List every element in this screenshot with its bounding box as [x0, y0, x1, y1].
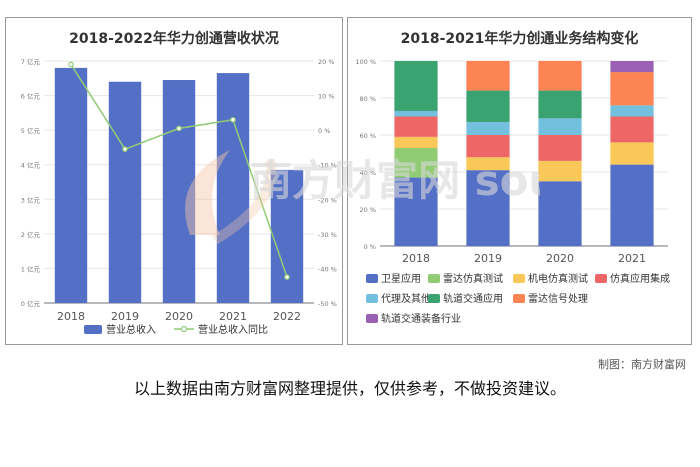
legend-swatch [366, 294, 378, 303]
y-tick-label: 3 亿元 [21, 195, 41, 204]
legend-swatch [366, 274, 378, 283]
legend-label: 轨道交通装备行业 [381, 312, 461, 325]
x-tick-label: 2018 [57, 310, 85, 323]
segment-2021-7 [610, 61, 654, 73]
bar-2021 [216, 73, 250, 303]
x-tick-label: 2022 [273, 310, 301, 323]
x-tick-label: 2018 [402, 252, 430, 265]
y2-tick-label: 0 % [318, 127, 330, 135]
x-tick-label: 2021 [618, 252, 646, 265]
y2-tick-label: -30 % [318, 231, 337, 239]
y-tick-label: 7 亿元 [21, 57, 41, 66]
structure-chart-panel: 2018-2021年华力创通业务结构变化 0 % 20 % 40 % 60 % 80 %… [347, 17, 692, 345]
segment-2021-3 [610, 116, 654, 143]
segment-2019-6 [466, 61, 510, 91]
segment-2019-3 [466, 135, 510, 158]
segment-2018-0 [394, 177, 438, 246]
bar-2020 [162, 80, 196, 303]
y2-tick-label: -40 % [318, 265, 337, 273]
yoy-point-2018 [68, 61, 74, 68]
y-tick-label: 0 亿元 [21, 299, 41, 308]
segment-2018-4 [394, 110, 438, 117]
revenue-chart-title: 2018-2022年华力创通营收状况 [69, 31, 279, 47]
y-tick-label: 2 亿元 [21, 230, 41, 239]
segment-2019-4 [466, 122, 510, 135]
yoy-point-2022 [284, 274, 290, 280]
segment-2019-0 [466, 170, 510, 246]
legend-label: 卫星应用 [381, 272, 421, 285]
legend-line-label: 营业总收入同比 [198, 323, 268, 336]
legend-line-marker [180, 325, 188, 333]
segment-2019-5 [466, 90, 510, 123]
legend-label: 轨道交通应用 [443, 292, 503, 305]
segment-2020-4 [538, 118, 582, 135]
legend-label: 代理及其他 [381, 292, 431, 305]
y2-tick-label: -50 % [318, 300, 337, 308]
bar-2018 [54, 67, 88, 303]
legend-bar-swatch [84, 325, 102, 334]
segment-2021-6 [610, 72, 654, 106]
y2-tick-label: -10 % [318, 162, 337, 170]
bar-2022 [270, 169, 304, 303]
bar-2019 [108, 81, 142, 303]
y2-tick-label: 10 % [318, 93, 335, 101]
structure-chart-title: 2018-2021年华力创通业务结构变化 [400, 31, 639, 47]
structure-chart: 0 % 20 % 40 % 60 % 80 % 100 % 2018 2019 2020 2021… [355, 58, 670, 325]
y-tick-label: 1 亿元 [21, 264, 41, 273]
legend-label: 机电仿真测试 [528, 272, 588, 285]
legend-label: 仿真应用集成 [610, 272, 670, 285]
y-tick-label: 5 亿元 [21, 126, 41, 135]
y2-tick-label: -20 % [318, 196, 337, 204]
legend-bar-label: 营业总收入 [106, 323, 156, 336]
segment-2018-2 [394, 136, 438, 148]
legend-label: 雷达仿真测试 [443, 272, 503, 285]
y2-tick-label: 20 % [318, 58, 335, 66]
x-tick-label: 2021 [219, 310, 247, 323]
legend-swatch [366, 314, 378, 323]
x-tick-label: 2020 [165, 310, 193, 323]
legend-swatch [513, 274, 525, 283]
legend-swatch [595, 274, 607, 283]
segment-2020-5 [538, 90, 582, 119]
segment-2020-0 [538, 181, 582, 246]
disclaimer-text: 以上数据由南方财富网整理提供，仅供参考，不做投资建议。 [133, 379, 566, 398]
x-tick-label: 2019 [474, 252, 502, 265]
segment-2020-6 [538, 61, 582, 91]
segment-2021-2 [610, 142, 654, 165]
yoy-point-2021 [230, 116, 236, 123]
y-tick-label: 40 % [359, 169, 376, 177]
yoy-point-2019 [122, 146, 128, 152]
legend-label: 雷达信号处理 [528, 293, 588, 305]
legend-swatch [428, 274, 440, 283]
yoy-point-2020 [176, 125, 182, 132]
segment-2019-2 [466, 157, 510, 171]
legend-swatch [513, 294, 525, 303]
revenue-chart-panel: 2018-2022年华力创通营收状况 0 亿元 1 亿元 2 亿元 3 亿元 4 亿元 5… [5, 17, 343, 345]
x-tick-label: 2020 [546, 252, 574, 265]
legend-swatch [428, 294, 440, 303]
chart-credit: 制图：南方财富网 [598, 358, 686, 371]
y-tick-label: 100 % [355, 58, 376, 66]
segment-2021-4 [610, 105, 654, 117]
segment-2020-2 [538, 160, 582, 182]
segment-2018-3 [394, 116, 438, 137]
x-tick-label: 2019 [111, 310, 139, 323]
segment-2021-0 [610, 164, 654, 246]
y-tick-label: 4 亿元 [21, 161, 41, 170]
y-tick-label: 80 % [359, 95, 376, 103]
segment-2020-3 [538, 135, 582, 161]
y-tick-label: 20 % [359, 206, 376, 214]
y-tick-label: 60 % [359, 132, 376, 140]
y-tick-label: 6 亿元 [21, 92, 41, 101]
y-tick-label: 0 % [364, 243, 376, 251]
revenue-chart: 0 亿元 1 亿元 2 亿元 3 亿元 4 亿元 5 亿元 6 亿元 7 亿元 -50 % -40… [21, 57, 337, 336]
segment-2018-5 [394, 61, 438, 111]
segment-2018-1 [394, 147, 438, 178]
